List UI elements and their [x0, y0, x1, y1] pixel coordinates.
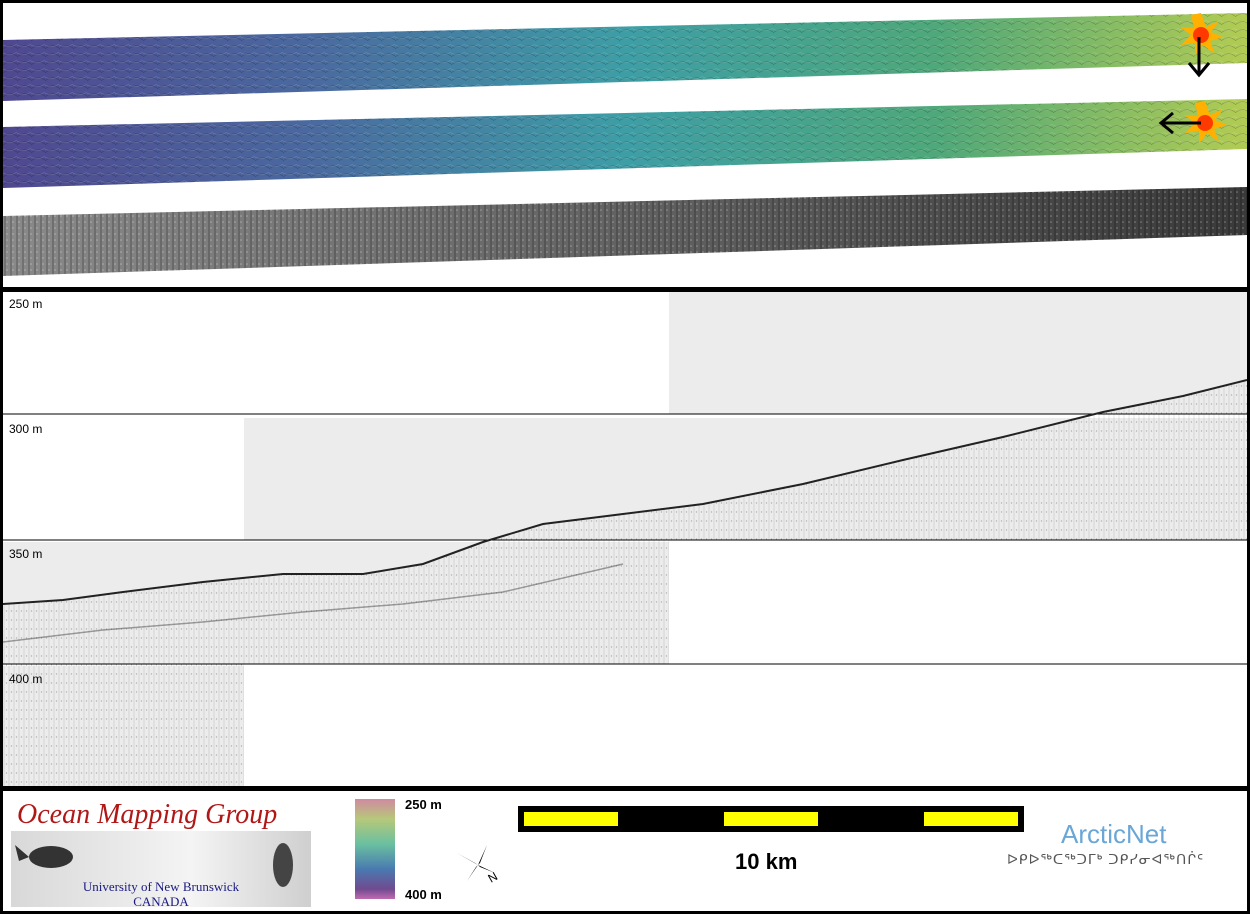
- legend-footer: Ocean Mapping Group University of New Br…: [3, 791, 1247, 911]
- swath-3-backscatter: [3, 187, 1247, 276]
- scale-label: 10 km: [735, 849, 798, 874]
- sun-illumination-icon: [1180, 13, 1223, 56]
- scale-segment-1: [524, 812, 618, 826]
- subsurface-reflector: [3, 563, 624, 643]
- swath-2: [3, 99, 1247, 188]
- scale-bar: [518, 806, 1024, 832]
- arcticnet-logo: ArcticNet: [1061, 819, 1167, 849]
- swath-imagery: [3, 13, 1247, 276]
- scale-segment-2: [724, 812, 818, 826]
- depth-colorbar: [355, 799, 395, 899]
- logo-subtitle: University of New Brunswick CANADA: [31, 879, 291, 909]
- arcticnet-inuktitut: ᐅᑭᐅᖅᑕᖅᑐᒥᒃ ᑐᑭᓯᓂᐊᖅᑎᒌᑦ: [1007, 851, 1205, 867]
- logo-title: Ocean Mapping Group: [17, 799, 278, 830]
- depth-label-350: 350 m: [9, 547, 43, 561]
- ocean-mapping-group-logo: Ocean Mapping Group University of New Br…: [11, 795, 311, 909]
- swath-imagery-panel: [3, 3, 1247, 287]
- arrow-down-icon: [1187, 37, 1211, 78]
- logo-graphic: [15, 843, 293, 887]
- colorbar-bottom-label: 400 m: [405, 887, 442, 902]
- scale-segment-3: [924, 812, 1018, 826]
- subbottom-profile-panel: 250 m 300 m 350 m 400 m: [3, 292, 1247, 786]
- depth-label-250: 250 m: [9, 297, 43, 311]
- logo-subtitle-line2: CANADA: [133, 894, 189, 909]
- depth-label-300: 300 m: [9, 422, 43, 436]
- sun-illumination-icon: [1184, 101, 1227, 144]
- arrow-left-icon: [1158, 111, 1201, 135]
- swath-1: [3, 13, 1247, 101]
- colorbar-top-label: 250 m: [405, 797, 442, 812]
- subbottom-profile: [3, 292, 1247, 786]
- seafloor-reflector: [3, 379, 1247, 605]
- profile-window-1: [669, 292, 1247, 414]
- north-arrow-icon: N: [457, 845, 501, 886]
- depth-label-400: 400 m: [9, 672, 43, 686]
- north-letter: N: [486, 869, 501, 885]
- logo-subtitle-line1: University of New Brunswick: [82, 879, 240, 894]
